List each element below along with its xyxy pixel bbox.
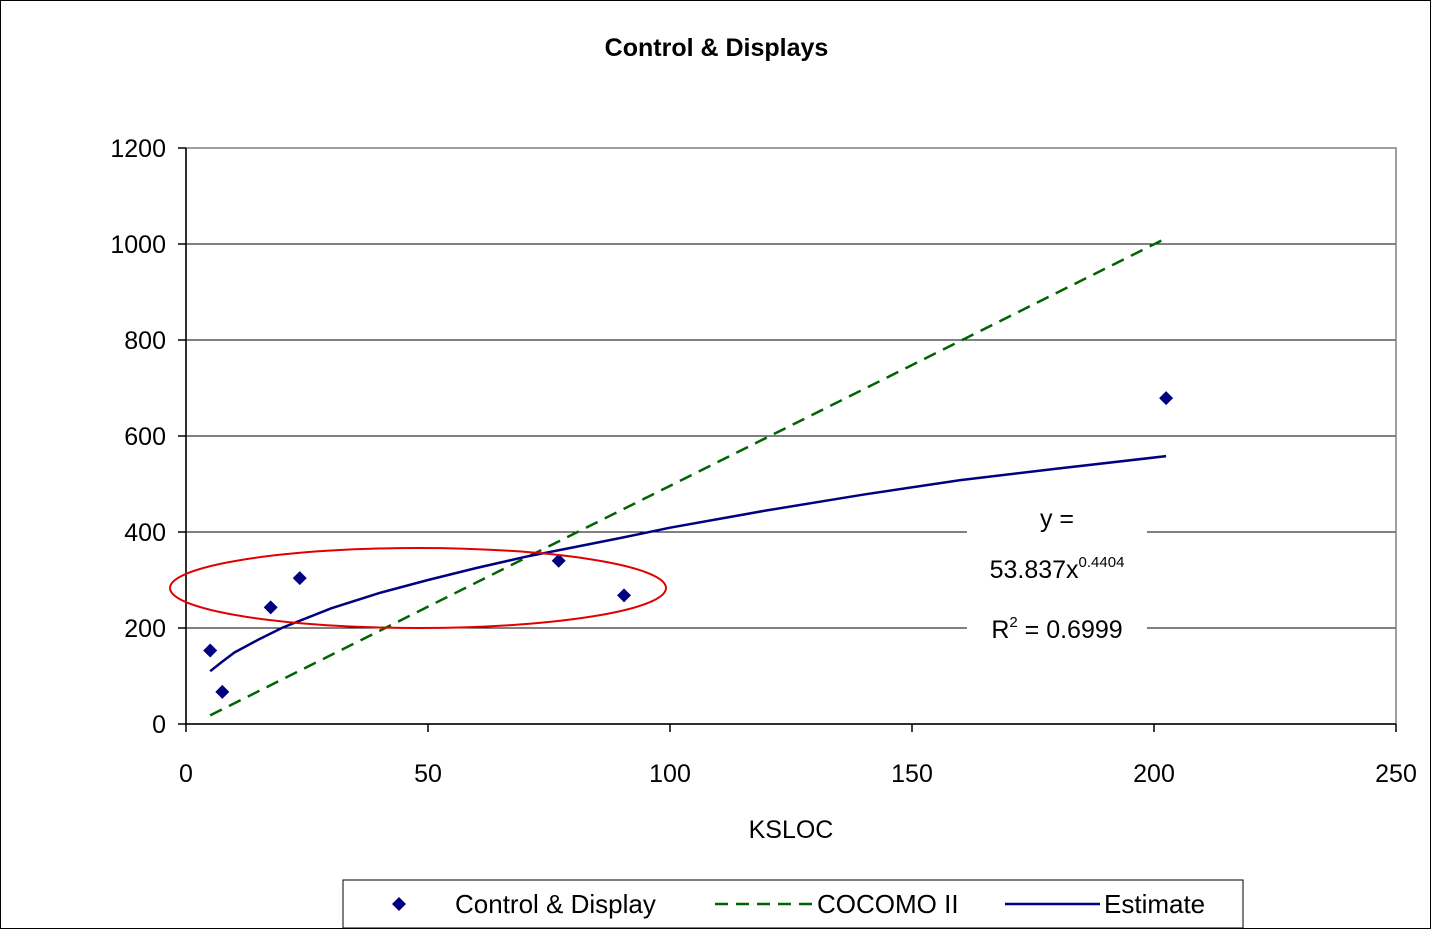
data-point: [203, 643, 218, 658]
data-point: [215, 684, 230, 699]
legend-diamond-marker: [392, 897, 406, 911]
x-tick-label: 150: [891, 760, 933, 788]
y-tick-label: 800: [124, 327, 166, 355]
y-tick-label: 0: [152, 711, 166, 739]
data-point: [617, 588, 632, 603]
data-point: [292, 571, 307, 586]
cocomo-line: [209, 237, 1167, 717]
x-axis-label: KSLOC: [749, 816, 834, 844]
legend: Control & Display COCOMO II Estimate: [342, 879, 1244, 929]
x-tick-label: 0: [179, 760, 193, 788]
estimate-curve: [209, 454, 1167, 673]
r2-sup: 2: [1009, 614, 1017, 631]
x-tick-label: 100: [649, 760, 691, 788]
r-squared: R2 = 0.6999: [991, 614, 1122, 644]
grid-lines: [186, 147, 1396, 629]
data-point: [1159, 391, 1174, 406]
y-tick-label: 200: [124, 615, 166, 643]
y-tick-label: 400: [124, 519, 166, 547]
highlight-ellipse: [169, 547, 667, 629]
equation-line-2: 53.837x0.4404: [990, 554, 1125, 584]
cocomo-series: [209, 237, 1167, 717]
control-display-series: [203, 391, 1174, 699]
legend-label-estimate: Estimate: [1104, 889, 1205, 919]
legend-label-cocomo: COCOMO II: [817, 889, 959, 919]
y-tick-label: 1000: [110, 231, 166, 259]
y-tick-label: 600: [124, 423, 166, 451]
x-tick-label: 200: [1133, 760, 1175, 788]
r2-label: R: [991, 616, 1009, 644]
chart-title: Control & Displays: [604, 34, 829, 62]
x-tick-label: 50: [414, 760, 442, 788]
axes: [178, 147, 1397, 732]
r2-value: = 0.6999: [1018, 616, 1123, 644]
data-point: [551, 553, 566, 568]
tick-labels: 0 200 400 600 800 1000 1200 0 50 100 150 200 250: [110, 135, 1416, 788]
equation-line-1: y =: [1040, 505, 1074, 533]
legend-label-control-display: Control & Display: [455, 889, 656, 919]
equation-base: 53.837x: [990, 556, 1079, 584]
estimate-series: [209, 454, 1167, 673]
trendline-equation: y = 53.837x0.4404 R2 = 0.6999: [967, 498, 1147, 648]
x-tick-label: 250: [1375, 760, 1417, 788]
data-point: [263, 600, 278, 615]
y-tick-label: 1200: [110, 135, 166, 163]
equation-exponent: 0.4404: [1079, 554, 1125, 571]
